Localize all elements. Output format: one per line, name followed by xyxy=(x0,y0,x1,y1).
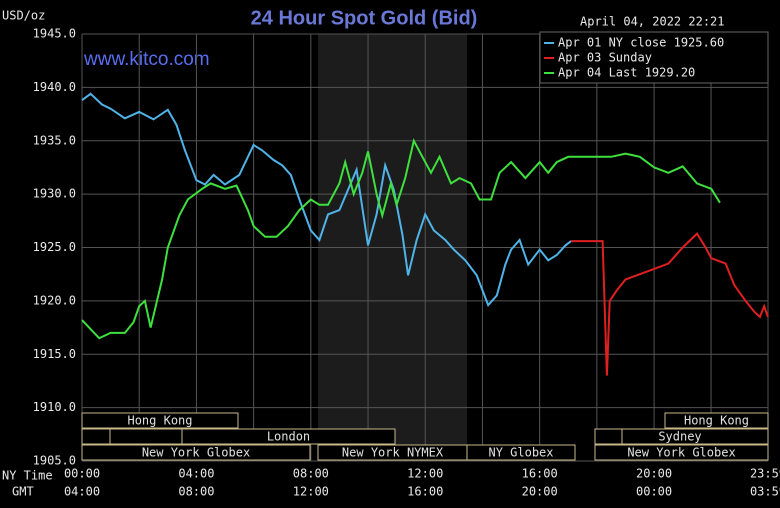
price-line xyxy=(81,92,572,307)
x2-tick-label: 04:00 xyxy=(64,485,100,499)
session-box xyxy=(81,428,111,445)
price-line xyxy=(81,137,721,340)
chart-title: 24 Hour Spot Gold (Bid) xyxy=(251,7,478,29)
session-box xyxy=(181,428,396,445)
x-tick-label: 04:00 xyxy=(178,467,214,481)
x2-tick-label: 12:00 xyxy=(293,485,329,499)
legend-box xyxy=(539,31,769,84)
y-tick-label: 1915.0 xyxy=(33,347,76,361)
x2-tick-label: 03:59 xyxy=(750,485,780,499)
y-tick-label: 1920.0 xyxy=(33,293,76,307)
session-label: Hong Kong xyxy=(684,414,749,428)
legend-entry: Apr 04 Last 1929.20 xyxy=(558,66,695,80)
x-tick-label: 23:59 xyxy=(750,467,780,481)
price-line xyxy=(571,232,769,376)
y-unit: USD/oz xyxy=(2,9,45,23)
session-box xyxy=(594,428,623,445)
session-box xyxy=(664,412,769,429)
session-box xyxy=(81,412,239,429)
watermark: www.kitco.com xyxy=(83,49,210,70)
x2-tick-label: 20:00 xyxy=(522,485,558,499)
x-tick-label: 00:00 xyxy=(64,467,100,481)
x2-axis-label: GMT xyxy=(12,485,34,499)
x2-tick-label: 08:00 xyxy=(178,485,214,499)
y-tick-label: 1910.0 xyxy=(33,400,76,414)
session-label: London xyxy=(267,430,310,444)
session-label: New York Globex xyxy=(627,446,735,460)
x-tick-label: 16:00 xyxy=(522,467,558,481)
session-label: NY Globex xyxy=(488,446,553,460)
y-tick-label: 1935.0 xyxy=(33,133,76,147)
legend-entry: Apr 03 Sunday xyxy=(558,51,652,65)
session-box xyxy=(621,428,769,445)
y-tick-label: 1930.0 xyxy=(33,187,76,201)
session-box xyxy=(466,444,576,461)
session-label: New York NYMEX xyxy=(342,446,444,460)
y-tick-label: 1940.0 xyxy=(33,80,76,94)
timestamp: April 04, 2022 22:21 xyxy=(580,15,725,29)
session-label: New York Globex xyxy=(142,446,250,460)
session-box xyxy=(594,444,769,461)
x-tick-label: 20:00 xyxy=(636,467,672,481)
x2-tick-label: 00:00 xyxy=(636,485,672,499)
session-box xyxy=(81,444,311,461)
x-tick-label: 08:00 xyxy=(293,467,329,481)
x-tick-label: 12:00 xyxy=(407,467,443,481)
y-tick-label: 1905.0 xyxy=(33,454,76,468)
session-label: Sydney xyxy=(658,430,701,444)
y-tick-label: 1925.0 xyxy=(33,240,76,254)
y-tick-label: 1945.0 xyxy=(33,27,76,41)
session-label: Hong Kong xyxy=(127,414,192,428)
x2-tick-label: 16:00 xyxy=(407,485,443,499)
session-box xyxy=(109,428,183,445)
x-axis-label: NY Time xyxy=(2,469,53,483)
legend-entry: Apr 01 NY close 1925.60 xyxy=(558,36,724,50)
